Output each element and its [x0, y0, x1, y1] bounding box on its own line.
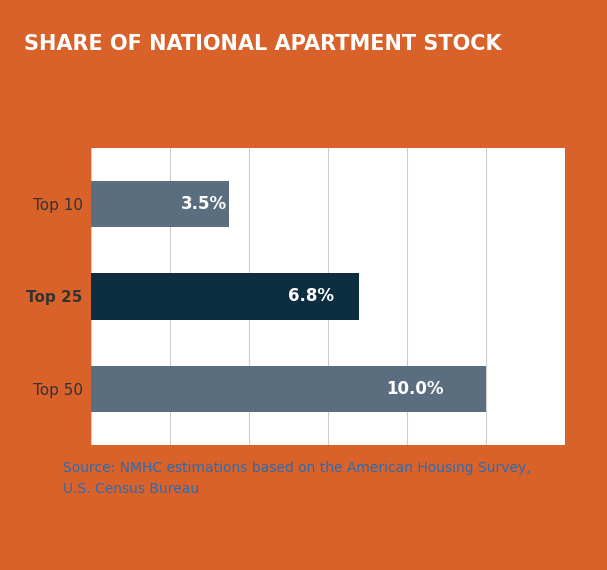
Bar [91, 181, 229, 227]
Text: SHARE OF NATIONAL APARTMENT STOCK: SHARE OF NATIONAL APARTMENT STOCK [24, 34, 502, 54]
Text: 10.0%: 10.0% [386, 380, 443, 398]
Bar [91, 273, 359, 320]
Text: 3.5%: 3.5% [181, 195, 228, 213]
Bar [91, 366, 486, 412]
Text: Source: NMHC estimations based on the American Housing Survey,
U.S. Census Burea: Source: NMHC estimations based on the Am… [63, 461, 531, 496]
Text: 6.8%: 6.8% [288, 287, 334, 306]
